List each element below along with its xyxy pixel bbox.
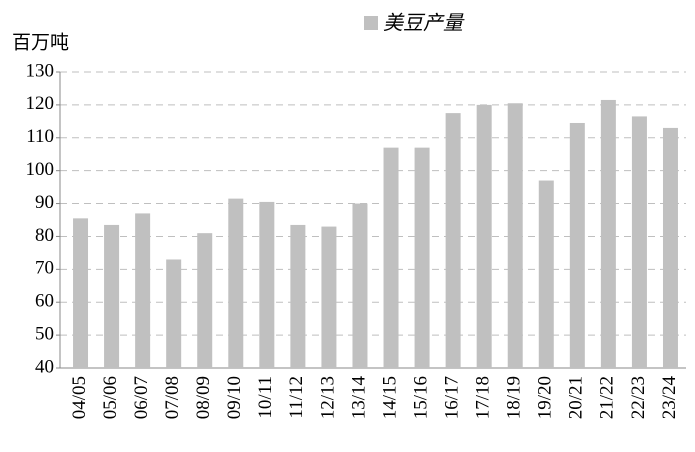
x-tick-label: 18/19 bbox=[504, 376, 525, 419]
x-tick-label: 05/06 bbox=[100, 376, 121, 419]
legend-swatch bbox=[364, 16, 378, 30]
y-tick-label: 40 bbox=[35, 356, 54, 377]
y-tick-label: 110 bbox=[26, 126, 54, 147]
y-tick-label: 100 bbox=[26, 159, 55, 180]
bar bbox=[476, 104, 492, 368]
bar bbox=[259, 201, 275, 368]
x-tick-label: 07/08 bbox=[162, 376, 183, 419]
y-axis-label: 百万吨 bbox=[12, 32, 69, 54]
x-tick-label: 04/05 bbox=[69, 376, 90, 419]
x-tick-label: 19/20 bbox=[535, 376, 556, 419]
x-tick-label: 12/13 bbox=[317, 376, 338, 419]
x-tick-label: 17/18 bbox=[473, 376, 494, 419]
bar bbox=[73, 218, 89, 368]
bar bbox=[538, 180, 554, 368]
x-tick-label: 06/07 bbox=[131, 376, 152, 419]
bar bbox=[631, 116, 647, 369]
bar bbox=[135, 213, 151, 368]
y-tick-label: 90 bbox=[35, 192, 54, 213]
bar bbox=[445, 113, 461, 368]
x-tick-label: 13/14 bbox=[348, 376, 369, 420]
bar bbox=[662, 127, 678, 369]
bar bbox=[569, 122, 585, 368]
bar bbox=[197, 233, 213, 368]
x-tick-label: 16/17 bbox=[441, 376, 462, 419]
bar bbox=[228, 198, 244, 368]
legend-label: 美豆产量 bbox=[383, 11, 465, 35]
x-tick-label: 22/23 bbox=[628, 376, 649, 419]
x-tick-label: 09/10 bbox=[224, 376, 245, 419]
x-tick-label: 15/16 bbox=[410, 376, 431, 419]
bar bbox=[166, 259, 182, 368]
bar bbox=[600, 99, 616, 368]
x-tick-label: 14/15 bbox=[379, 376, 400, 419]
x-tick-label: 20/21 bbox=[566, 376, 587, 419]
bar bbox=[414, 147, 430, 368]
x-tick-label: 10/11 bbox=[255, 376, 276, 419]
y-tick-label: 60 bbox=[35, 291, 54, 312]
y-tick-label: 120 bbox=[26, 93, 55, 114]
bar bbox=[104, 224, 120, 368]
y-tick-label: 50 bbox=[35, 323, 54, 344]
y-tick-label: 80 bbox=[35, 225, 54, 246]
y-tick-label: 130 bbox=[26, 60, 55, 81]
bar bbox=[352, 203, 368, 368]
bar bbox=[290, 224, 306, 368]
x-tick-label: 21/22 bbox=[597, 376, 618, 419]
x-tick-label: 23/24 bbox=[659, 376, 680, 420]
x-tick-label: 11/12 bbox=[286, 376, 307, 419]
x-tick-label: 08/09 bbox=[193, 376, 214, 419]
y-tick-label: 70 bbox=[35, 258, 54, 279]
bar bbox=[507, 103, 523, 368]
bar bbox=[383, 147, 399, 368]
bar bbox=[321, 226, 337, 368]
